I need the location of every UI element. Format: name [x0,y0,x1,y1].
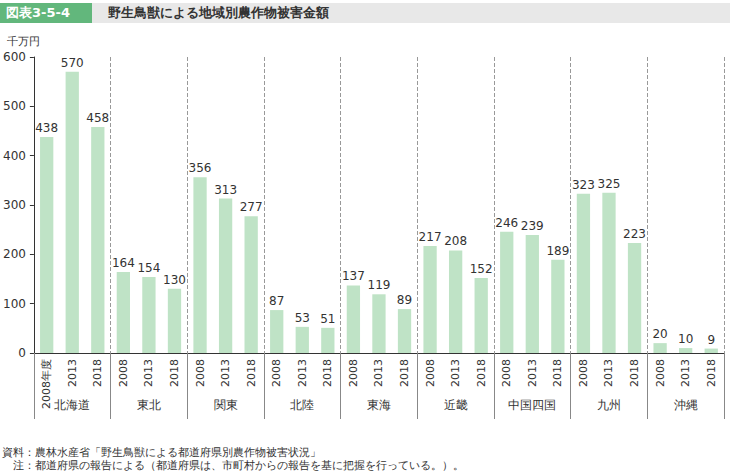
svg-text:154: 154 [137,261,160,275]
svg-text:277: 277 [240,200,263,214]
svg-text:2013: 2013 [679,359,692,387]
svg-text:570: 570 [61,56,84,70]
svg-text:300: 300 [3,198,26,212]
svg-text:2008: 2008 [270,359,283,387]
svg-text:2013: 2013 [296,359,309,387]
svg-text:2018: 2018 [551,359,564,387]
svg-text:2018: 2018 [475,359,488,387]
svg-text:189: 189 [546,244,569,258]
svg-text:2008: 2008 [500,359,513,387]
svg-text:2018: 2018 [705,359,718,387]
svg-text:2008: 2008 [117,359,130,387]
svg-text:東北: 東北 [137,398,161,412]
svg-text:356: 356 [189,161,212,175]
svg-text:近畿: 近畿 [444,398,468,412]
svg-text:2018: 2018 [398,359,411,387]
svg-text:2018: 2018 [245,359,258,387]
svg-text:関東: 関東 [214,398,238,412]
svg-text:2008年度: 2008年度 [40,359,53,409]
svg-text:沖縄: 沖縄 [674,398,698,412]
svg-text:図表3-5-4: 図表3-5-4 [6,5,70,20]
svg-text:2013: 2013 [66,359,79,387]
svg-text:200: 200 [3,247,26,261]
svg-text:100: 100 [3,297,26,311]
svg-text:89: 89 [397,293,412,307]
svg-text:注：都道府県の報告による（都道府県は、市町村からの報告を基に: 注：都道府県の報告による（都道府県は、市町村からの報告を基に把握を行っている。）… [2,459,464,472]
svg-text:2008: 2008 [424,359,437,387]
svg-text:2013: 2013 [602,359,615,387]
svg-text:2018: 2018 [321,359,334,387]
svg-text:資料：農林水産省「野生鳥獣による都道府県別農作物被害状況」: 資料：農林水産省「野生鳥獣による都道府県別農作物被害状況」 [2,446,321,459]
svg-text:137: 137 [342,269,365,283]
svg-text:223: 223 [623,227,646,241]
svg-text:400: 400 [3,149,26,163]
svg-text:2018: 2018 [91,359,104,387]
svg-text:2013: 2013 [142,359,155,387]
svg-text:2008: 2008 [194,359,207,387]
svg-text:119: 119 [367,278,390,292]
svg-text:東海: 東海 [367,398,391,412]
svg-text:164: 164 [112,256,135,270]
svg-text:2013: 2013 [219,359,232,387]
svg-text:2013: 2013 [372,359,385,387]
svg-text:2013: 2013 [449,359,462,387]
svg-text:500: 500 [3,99,26,113]
svg-text:北海道: 北海道 [54,398,90,412]
svg-text:2008: 2008 [347,359,360,387]
svg-text:325: 325 [598,177,621,191]
svg-text:130: 130 [163,273,186,287]
svg-text:中国四国: 中国四国 [508,398,556,412]
svg-text:323: 323 [572,178,595,192]
svg-text:208: 208 [444,234,467,248]
svg-text:2008: 2008 [577,359,590,387]
svg-text:87: 87 [269,294,284,308]
svg-text:217: 217 [419,230,442,244]
svg-text:438: 438 [35,121,58,135]
svg-text:9: 9 [707,333,715,347]
svg-text:千万円: 千万円 [7,35,40,48]
svg-text:九州: 九州 [597,398,621,412]
svg-text:2018: 2018 [628,359,641,387]
svg-text:野生鳥獣による地域別農作物被害金額: 野生鳥獣による地域別農作物被害金額 [108,5,329,20]
svg-text:239: 239 [521,219,544,233]
svg-text:152: 152 [470,262,493,276]
svg-text:20: 20 [652,327,667,341]
svg-text:53: 53 [295,311,310,325]
svg-text:246: 246 [495,216,518,230]
svg-text:2008: 2008 [654,359,667,387]
svg-text:0: 0 [18,346,26,360]
svg-text:600: 600 [3,50,26,64]
svg-text:313: 313 [214,183,237,197]
svg-text:2013: 2013 [526,359,539,387]
svg-text:2018: 2018 [168,359,181,387]
svg-text:北陸: 北陸 [290,398,314,412]
svg-text:10: 10 [678,332,693,346]
svg-text:51: 51 [320,312,335,326]
svg-text:458: 458 [86,111,109,125]
